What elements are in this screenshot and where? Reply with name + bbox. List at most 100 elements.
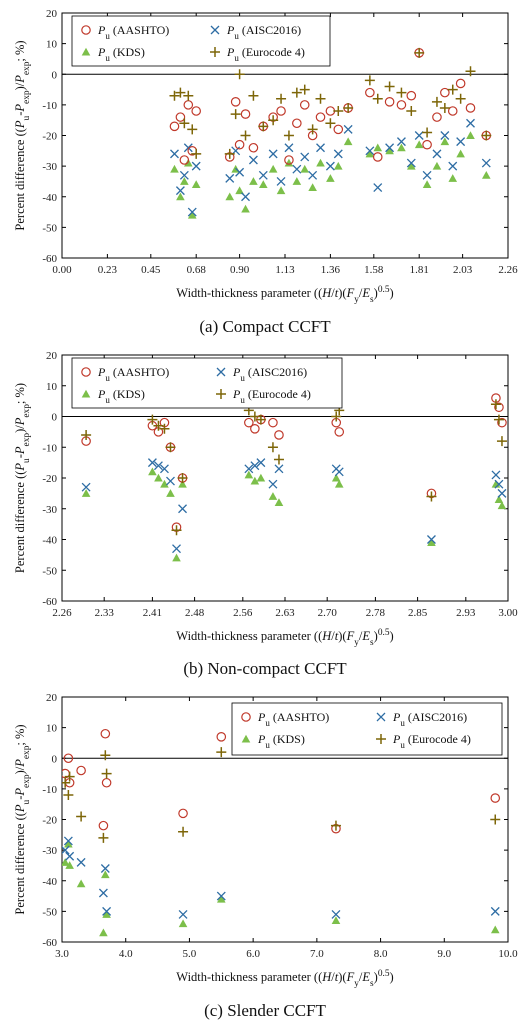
y-axis-label-part: u [22,115,32,120]
data-point-aisc [166,476,175,486]
y-axis-label-part: P [13,75,27,84]
x-axis-label-part: t [335,629,339,643]
data-point-aashto [98,820,109,831]
data-point-aisc [225,173,235,183]
y-axis-label: Percent difference ((Pu-Pexp)/Pexp; %) [13,724,32,914]
data-point-aisc [365,146,375,156]
x-tick-label: 2.78 [366,607,386,619]
legend: Pu (AASHTO) Pu (AISC2016)Pu (KDS) Pu (Euro… [71,15,331,67]
data-point-kds [172,553,181,562]
legend-label-aashto-part: u [105,373,110,383]
plot-area [81,393,507,562]
data-point-kds [76,879,86,888]
data-point-kds [292,177,302,185]
x-axis-label-part: )( [338,970,346,984]
series-aashto [62,728,501,834]
legend-marker-aashto [81,25,91,35]
data-point-euro [63,790,74,800]
x-axis-label-part: / [359,629,363,643]
x-axis-label-part: )( [338,286,346,300]
y-tick-label: -60 [42,937,57,949]
legend-label-aisc-part: P [232,365,241,379]
data-point-euro [98,832,109,843]
data-point-kds [241,204,250,213]
data-point-aisc [343,124,353,134]
legend-label-euro: Pu (Eurocode 4) [392,732,471,750]
data-point-aashto [432,112,442,122]
y-tick-label: -30 [42,845,57,857]
y-axis-label-part: - [13,112,27,116]
legend-label-aisc-part: u [234,31,239,41]
legend-marker-euro [216,389,226,399]
data-point-aashto [494,402,504,413]
x-tick-label: 2.85 [408,607,428,619]
data-point-aisc [170,149,179,159]
legend-label-aashto-part: (AASHTO) [270,710,329,724]
data-point-aashto [406,90,417,101]
data-point-euro [100,750,111,761]
y-tick-label: -20 [42,815,57,827]
legend-label-kds-part: (KDS) [110,45,145,59]
data-point-euro [177,473,188,483]
legend-marker-kds [241,734,251,743]
data-point-euro [299,84,310,95]
data-point-aisc [187,207,197,217]
data-point-kds [62,858,70,866]
y-axis-label-part: - [13,454,27,458]
data-point-kds [397,143,406,152]
data-point-kds [178,479,187,488]
data-point-aisc [300,152,310,162]
data-point-kds [187,210,197,219]
legend-label-kds: Pu (KDS) [97,45,145,63]
y-axis-label-part: - [13,796,27,800]
y-axis-label-part: P [13,788,27,797]
data-point-kds [385,146,394,155]
series-euro [62,747,501,843]
data-point-aisc [258,170,268,180]
plot-area [169,47,492,219]
x-axis-label-part: E [361,286,370,300]
x-axis-label-part: 0.5 [378,285,390,295]
panel-caption: (a) Compact CCFT [199,317,331,336]
data-point-aashto [191,106,201,116]
x-axis-label-part: ) [390,970,394,984]
legend-marker-aashto [241,712,251,722]
data-point-aashto [216,732,227,742]
x-axis-label-part: / [331,286,335,300]
y-axis-label-part: ; %) [13,724,27,745]
x-axis-label-part: ) [374,970,378,984]
y-axis-label-part: u [22,458,32,463]
data-point-kds [333,161,343,170]
y-tick-label: 20 [46,8,58,20]
data-point-kds [176,192,185,201]
y-tick-label: -10 [42,442,57,454]
data-point-aisc [248,155,258,165]
x-axis-label-part: E [361,629,370,643]
data-point-euro [283,130,294,141]
data-point-aashto [440,87,450,98]
data-point-euro [307,124,318,135]
data-point-kds [334,479,344,488]
legend-marker-kds [81,389,91,398]
data-point-aashto [455,78,466,89]
data-point-kds [274,498,284,507]
chart-panel-2: -60 -50 -40 -30 -20 -10 0 10 20 3.0 4.0 5.0 6.0 7.0 8.… [13,692,518,1020]
x-tick-label: 9.0 [437,948,451,960]
legend-label-aisc: Pu (AISC2016) [232,365,307,383]
y-tick-label: -50 [42,222,57,234]
y-axis-label-part: exp [22,433,32,447]
y-tick-label: 10 [46,381,58,393]
series-aisc [170,118,491,217]
x-axis-label-part: y [354,979,359,989]
data-point-aashto [365,87,375,98]
data-point-aisc [334,467,344,477]
y-axis-label-part: P [13,759,27,768]
data-point-euro [455,93,466,104]
y-axis-label-part: u [22,799,32,804]
y-tick-label: 20 [46,692,58,704]
data-point-euro [187,124,198,135]
legend-marker-aisc [216,367,226,377]
data-point-aisc [268,479,278,489]
data-point-kds [456,149,465,158]
data-point-aisc [268,149,278,159]
